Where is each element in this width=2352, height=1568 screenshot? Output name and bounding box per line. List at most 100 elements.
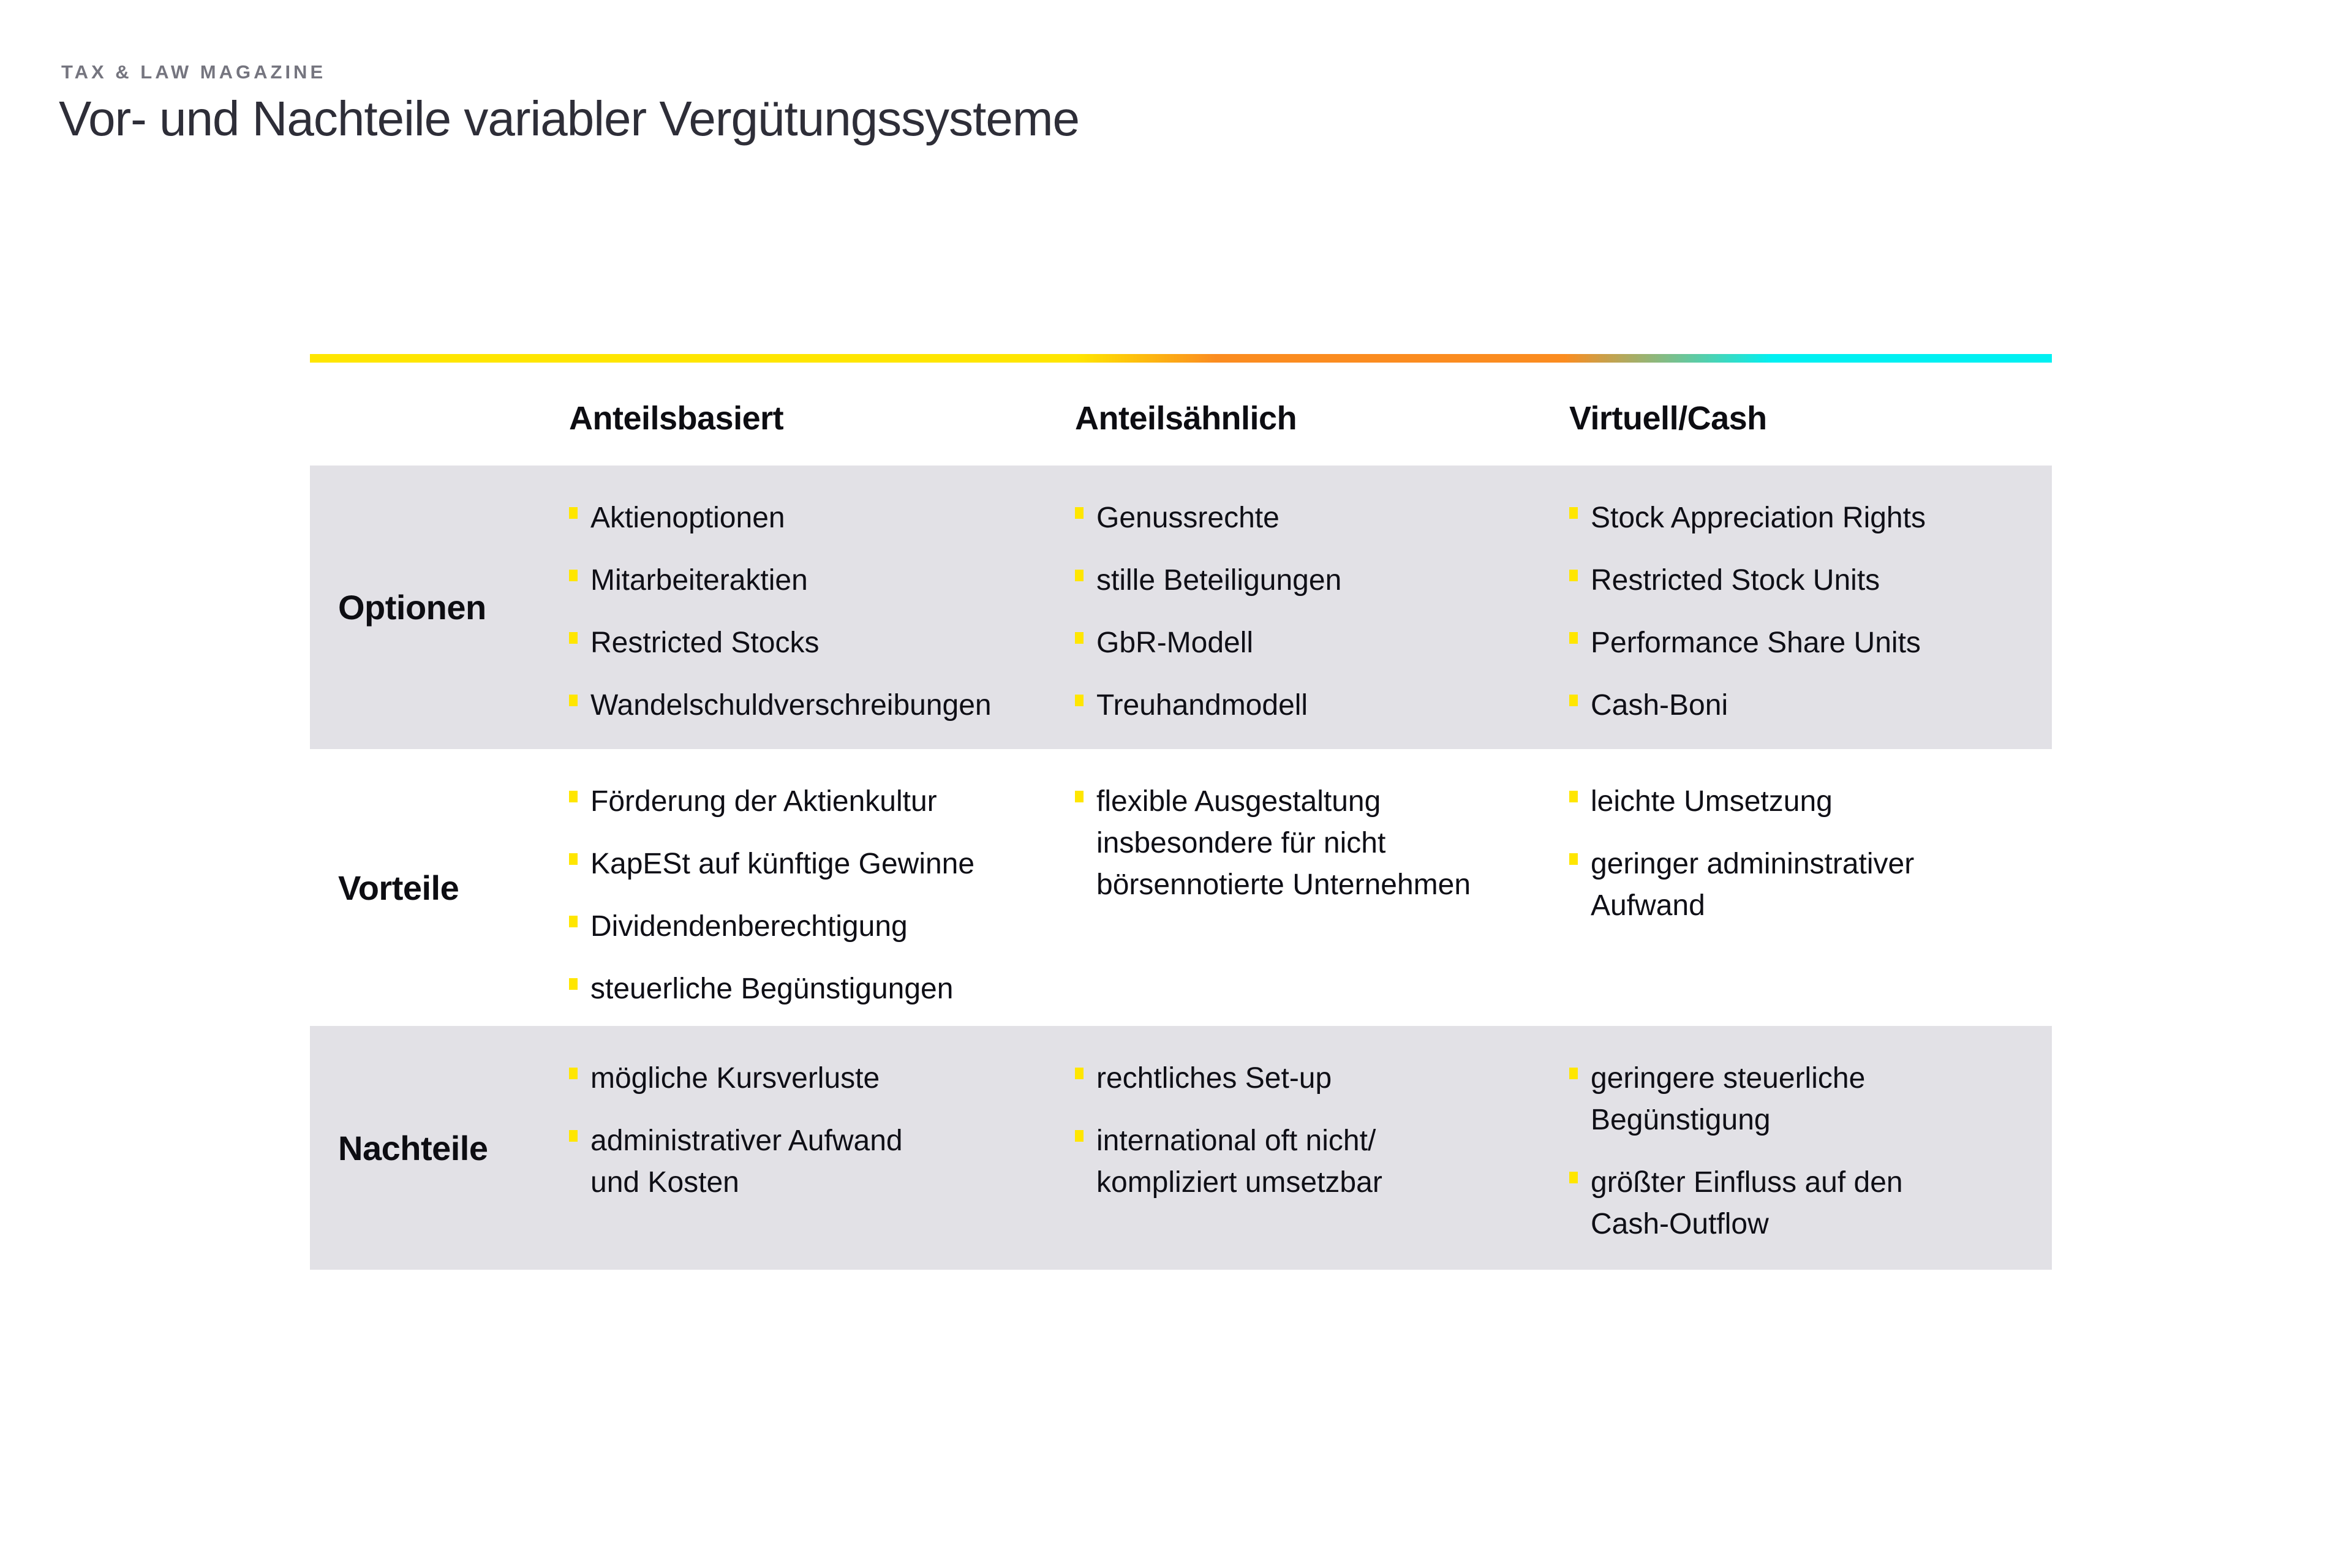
bullet-square-icon [1569,695,1578,706]
bullet-item-text: Förderung der Aktienkultur [590,785,937,818]
bullet-item-text: GbR-Modell [1096,627,1254,659]
bullet-item-text: steuerliche Begünstigungen [590,973,954,1005]
page-title: Vor- und Nachteile variabler Vergütungss… [59,91,1080,146]
bullet-item-text: stille Beteiligungen [1096,564,1342,597]
table-cell: leichte Umsetzung geringer admininstrati… [1569,749,2052,1026]
bullet-square-icon [569,853,578,865]
bullet-item-text: Performance Share Units [1591,627,1921,659]
bullet-square-icon [1569,853,1578,865]
bullet-item-text: mögliche Kursverluste [590,1062,880,1095]
bullet-square-icon [1569,507,1578,519]
bullet-square-icon [569,916,578,927]
bullet-item-text: administrativer Aufwand und Kosten [590,1125,903,1199]
bullet-item: Cash-Boni [1569,685,2025,726]
bullet-item-text: Treuhandmodell [1096,689,1308,722]
table-cell: rechtliches Set-up international oft nic… [1075,1026,1569,1270]
bullet-square-icon [1569,632,1578,644]
bullet-square-icon [1075,507,1084,519]
bullet-square-icon [569,1130,578,1142]
bullet-item: geringer admininstrativer Aufwand [1569,843,2025,927]
bullet-item-text: größter Einfluss auf den Cash-Outflow [1591,1166,1903,1240]
header-spacer [310,399,569,437]
bullet-square-icon [1569,570,1578,581]
bullet-square-icon [1075,695,1084,706]
bullet-square-icon [1075,570,1084,581]
bullet-item: Dividendenberechtigung [569,906,1048,948]
bullet-square-icon [1569,791,1578,802]
bullet-item: Förderung der Aktienkultur [569,781,1048,823]
bullet-item-text: Restricted Stocks [590,627,820,659]
bullet-square-icon [569,632,578,644]
row-label-cell: Nachteile [310,1026,569,1270]
bullet-square-icon [1075,632,1084,644]
bullet-item: flexible Ausgestaltung insbesondere für … [1075,781,1542,906]
table-cell: geringere steuerliche Begünstigung größt… [1569,1026,2052,1270]
bullet-item: steuerliche Begünstigungen [569,968,1048,1010]
bullet-item: Restricted Stock Units [1569,560,2025,601]
row-label: Nachteile [338,1128,488,1167]
bullet-item-text: rechtliches Set-up [1096,1062,1332,1095]
bullet-square-icon [569,570,578,581]
bullet-item: mögliche Kursverluste [569,1058,1048,1099]
bullet-item: Treuhandmodell [1075,685,1542,726]
bullet-item: KapESt auf künftige Gewinne [569,843,1048,885]
comparison-table: Anteilsbasiert Anteilsähnlich Virtuell/C… [310,354,2052,1270]
bullet-item-text: geringere steuerliche Begünstigung [1591,1062,1866,1136]
bullet-square-icon [1075,791,1084,802]
bullet-item-text: Dividendenberechtigung [590,910,908,943]
row-label-cell: Vorteile [310,749,569,1026]
magazine-kicker: TAX & LAW MAGAZINE [61,61,326,83]
bullet-item-text: Wandelschuldverschreibungen [590,689,992,722]
table-cell: Stock Appreciation Rights Restricted Sto… [1569,466,2052,749]
bullet-square-icon [1569,1172,1578,1183]
bullet-item: leichte Umsetzung [1569,781,2025,823]
bullet-item-text: Aktienoptionen [590,502,785,534]
bullet-square-icon [1075,1068,1084,1079]
bullet-item-text: leichte Umsetzung [1591,785,1833,818]
table-header-row: Anteilsbasiert Anteilsähnlich Virtuell/C… [310,363,2052,466]
bullet-item: Genussrechte [1075,497,1542,539]
bullet-item: Wandelschuldverschreibungen [569,685,1048,726]
bullet-item: rechtliches Set-up [1075,1058,1542,1099]
row-label: Optionen [338,588,486,627]
bullet-item: größter Einfluss auf den Cash-Outflow [1569,1162,2025,1245]
bullet-item-text: international oft nicht/ kompliziert ums… [1096,1125,1382,1199]
bullet-item-text: flexible Ausgestaltung insbesondere für … [1096,785,1471,901]
bullet-item: geringere steuerliche Begünstigung [1569,1058,2025,1141]
row-label-cell: Optionen [310,466,569,749]
table-cell: Genussrechte stille Beteiligungen GbR-Mo… [1075,466,1569,749]
bullet-item: Restricted Stocks [569,622,1048,664]
bullet-item-text: Stock Appreciation Rights [1591,502,1926,534]
table-cell: Förderung der Aktienkultur KapESt auf kü… [569,749,1075,1026]
bullet-item-text: Genussrechte [1096,502,1280,534]
bullet-square-icon [569,791,578,802]
column-header-virtuell-cash: Virtuell/Cash [1569,400,1767,437]
table-row-vorteile: Vorteile Förderung der Aktienkultur KapE… [310,749,2052,1026]
table-row-nachteile: Nachteile mögliche Kursverluste administ… [310,1026,2052,1270]
row-label: Vorteile [338,868,459,907]
bullet-item-text: KapESt auf künftige Gewinne [590,848,975,880]
table-cell: mögliche Kursverluste administrativer Au… [569,1026,1075,1270]
gradient-accent-bar [310,354,2052,363]
column-header-anteilsbasiert: Anteilsbasiert [569,400,784,437]
bullet-square-icon [1075,1130,1084,1142]
bullet-square-icon [1569,1068,1578,1079]
table-cell: Aktienoptionen Mitarbeiteraktien Restric… [569,466,1075,749]
bullet-item: Stock Appreciation Rights [1569,497,2025,539]
bullet-square-icon [569,978,578,990]
bullet-item: Performance Share Units [1569,622,2025,664]
bullet-item: Aktienoptionen [569,497,1048,539]
bullet-item-text: Mitarbeiteraktien [590,564,808,597]
bullet-square-icon [569,507,578,519]
table-cell: flexible Ausgestaltung insbesondere für … [1075,749,1569,1026]
bullet-square-icon [569,1068,578,1079]
bullet-item-text: Restricted Stock Units [1591,564,1880,597]
bullet-item: international oft nicht/ kompliziert ums… [1075,1120,1542,1204]
bullet-item: administrativer Aufwand und Kosten [569,1120,1048,1204]
bullet-item: GbR-Modell [1075,622,1542,664]
table-row-optionen: Optionen Aktienoptionen Mitarbeiteraktie… [310,466,2052,749]
column-header-anteilsaehnlich: Anteilsähnlich [1075,400,1297,437]
bullet-item: Mitarbeiteraktien [569,560,1048,601]
bullet-square-icon [569,695,578,706]
